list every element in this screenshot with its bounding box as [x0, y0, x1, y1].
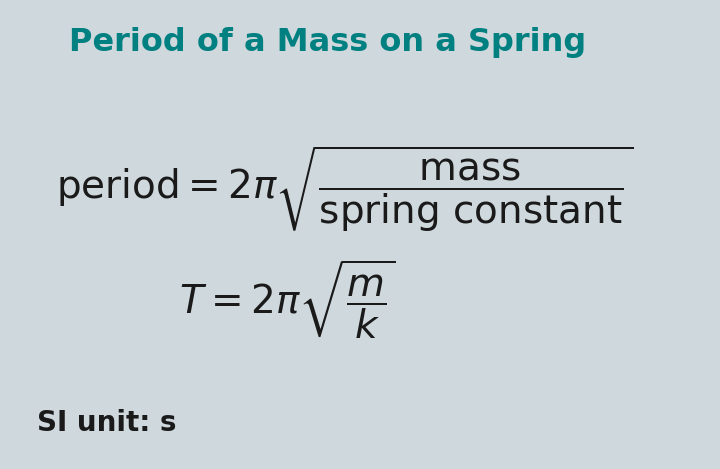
Text: $\mathrm{period} = 2\pi\sqrt{\dfrac{\mathrm{mass}}{\mathrm{spring\ constant}}}$: $\mathrm{period} = 2\pi\sqrt{\dfrac{\mat… [56, 143, 634, 234]
Text: SI unit: s: SI unit: s [37, 409, 176, 438]
Text: $T = 2\pi\sqrt{\dfrac{m}{k}}$: $T = 2\pi\sqrt{\dfrac{m}{k}}$ [179, 257, 396, 341]
Text: Period of a Mass on a Spring: Period of a Mass on a Spring [69, 27, 587, 58]
